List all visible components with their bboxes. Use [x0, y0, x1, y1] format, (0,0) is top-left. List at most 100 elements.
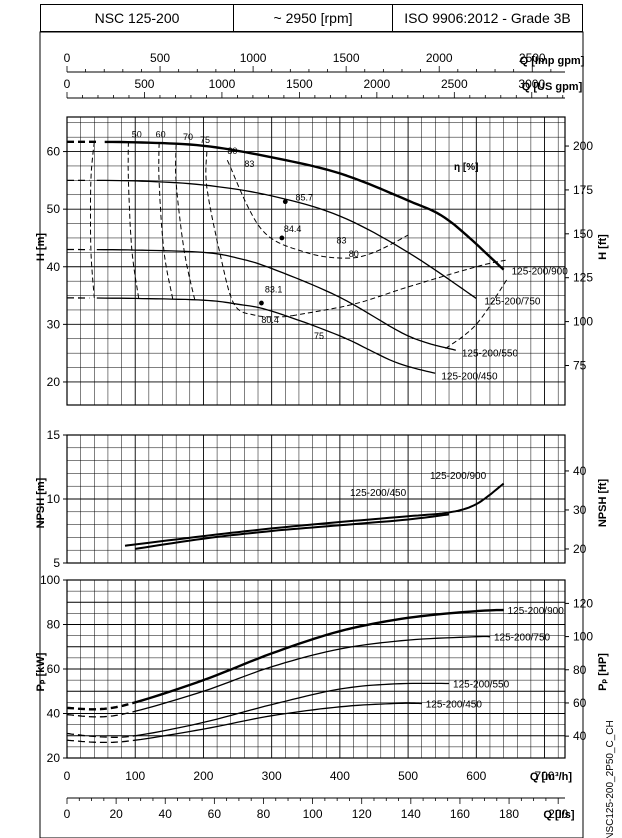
- efficiency-label: 80: [349, 249, 359, 259]
- efficiency-isoline: [175, 144, 196, 303]
- npsh-curve-125-200-900: [124, 482, 505, 547]
- power-curve-125-200-550-dashed-start: [66, 732, 136, 738]
- efficiency-label: 70: [183, 132, 193, 142]
- ls-tick-label: 120: [352, 807, 372, 821]
- head-curve-125-200-900-label: 125-200/900: [512, 267, 569, 278]
- npsh-ytick-right-label: 30: [573, 503, 587, 517]
- power-curve-125-200-900-dashed-start: [66, 701, 136, 711]
- npsh-ylabel-right: NPSH [ft]: [597, 479, 609, 528]
- m3h-tick-label: 300: [262, 769, 282, 783]
- head-ytick-right-label: 75: [573, 358, 587, 372]
- power-ytick-right-label: 120: [573, 596, 593, 610]
- head-ytick-right-label: 175: [573, 183, 593, 197]
- head-curve-125-200-900-line: [104, 140, 505, 271]
- power-curve-125-200-900-line: [134, 608, 504, 704]
- us-tick-label: 1500: [286, 77, 313, 91]
- power-curve-125-200-550-line: [134, 682, 449, 737]
- power-ytick-label: 20: [47, 751, 61, 765]
- head-curve-125-200-550-label: 125-200/550: [462, 348, 519, 359]
- outer-frame: [39, 31, 584, 838]
- efficiency-label: 80.4: [261, 315, 279, 325]
- standard-text: ISO 9906:2012 - Grade 3B: [404, 10, 571, 26]
- imp-tick-label: 1500: [333, 51, 360, 65]
- head-curve-125-200-450-line: [96, 297, 436, 374]
- imp-tick-label: 2500: [519, 51, 546, 65]
- power-curve-125-200-750-dashed-start: [66, 710, 136, 718]
- efficiency-label: 60: [156, 130, 166, 140]
- efficiency-label: 75: [314, 331, 324, 341]
- power-curve-125-200-450-dashed-start: [66, 739, 136, 744]
- efficiency-loop: [226, 159, 409, 259]
- ls-tick-label: 160: [450, 807, 470, 821]
- npsh-ytick-label: 10: [47, 492, 61, 506]
- ls-tick-label: 60: [208, 807, 222, 821]
- m3h-tick-label: 100: [125, 769, 145, 783]
- head-ytick-right-label: 125: [573, 271, 593, 285]
- us-tick-label: 500: [134, 77, 154, 91]
- power-ytick-right-label: 80: [573, 663, 587, 677]
- head-curve-125-200-750-label: 125-200/750: [484, 296, 541, 307]
- best-efficiency-dot: [282, 199, 288, 205]
- efficiency-label: 83.1: [265, 285, 283, 295]
- ls-tick-label: 80: [257, 807, 271, 821]
- head-ytick-right-label: 200: [573, 139, 593, 153]
- efficiency-label: 80: [227, 146, 237, 156]
- head-curve-125-200-550-line: [96, 248, 456, 351]
- efficiency-label: 84.4: [284, 224, 302, 234]
- head-ytick-label: 50: [47, 202, 61, 216]
- power-ylabel: Pₚ [kW]: [35, 652, 47, 691]
- power-ytick-right-label: 60: [573, 696, 587, 710]
- npsh-label-900: 125-200/900: [430, 471, 487, 482]
- head-ytick-label: 60: [47, 145, 61, 159]
- best-efficiency-dot: [279, 235, 285, 241]
- us-tick-label: 2000: [363, 77, 390, 91]
- head-ytick-label: 40: [47, 260, 61, 274]
- m3h-tick-label: 200: [193, 769, 213, 783]
- ls-tick-label: 200: [548, 807, 568, 821]
- us-tick-label: 3000: [518, 77, 545, 91]
- npsh-ytick-right-label: 40: [573, 464, 587, 478]
- efficiency-label: 75: [200, 135, 210, 145]
- npsh-ytick-right-label: 20: [573, 542, 587, 556]
- head-ytick-label: 30: [47, 317, 61, 331]
- us-tick-label: 1000: [209, 77, 236, 91]
- imp-tick-label: 2000: [426, 51, 453, 65]
- ls-tick-label: 40: [159, 807, 173, 821]
- head-ylabel: H [m]: [35, 233, 47, 261]
- head-curve-125-200-450-label: 125-200/450: [441, 371, 498, 382]
- power-curve-125-200-450-line: [135, 702, 422, 741]
- best-efficiency-dot: [259, 300, 264, 306]
- efficiency-label: 83: [336, 236, 346, 246]
- npsh-ylabel: NPSH [m]: [35, 477, 47, 528]
- imp-tick-label: 1000: [240, 51, 267, 65]
- efficiency-isoline: [158, 142, 174, 300]
- us-tick-label: 2500: [441, 77, 468, 91]
- power-curve-125-200-750-label: 125-200/750: [494, 633, 551, 644]
- head-ytick-right-label: 100: [573, 315, 593, 329]
- m3h-axis-label: Q [m³/h]: [530, 771, 572, 783]
- us-axis-label: Q [US gpm]: [522, 81, 583, 93]
- efficiency-right-isoline: [292, 259, 508, 317]
- ls-tick-label: 140: [401, 807, 421, 821]
- head-ytick-right-label: 150: [573, 227, 593, 241]
- efficiency-isoline: [90, 141, 95, 298]
- power-curve-125-200-900-label: 125-200/900: [508, 606, 565, 617]
- efficiency-isoline: [205, 151, 293, 318]
- efficiency-75-isoline: [445, 279, 508, 349]
- us-tick-label: 0: [64, 77, 71, 91]
- side-code-text: NSC125-200_2P50_C_CH: [605, 720, 616, 838]
- m3h-tick-label: 700: [535, 769, 555, 783]
- imp-tick-label: 500: [150, 51, 170, 65]
- efficiency-axis-label: η [%]: [454, 162, 478, 173]
- imp-tick-label: 0: [64, 51, 71, 65]
- head-curve-125-200-750-line: [96, 179, 477, 299]
- m3h-tick-label: 0: [64, 769, 71, 783]
- power-curve-125-200-550-label: 125-200/550: [453, 679, 510, 690]
- imp-axis-label: Q [Imp gpm]: [520, 55, 585, 67]
- head-ytick-label: 20: [47, 375, 61, 389]
- power-ytick-right-label: 100: [573, 630, 593, 644]
- ls-axis-label: Q [l/s]: [543, 809, 575, 821]
- efficiency-label: 85.7: [296, 193, 314, 203]
